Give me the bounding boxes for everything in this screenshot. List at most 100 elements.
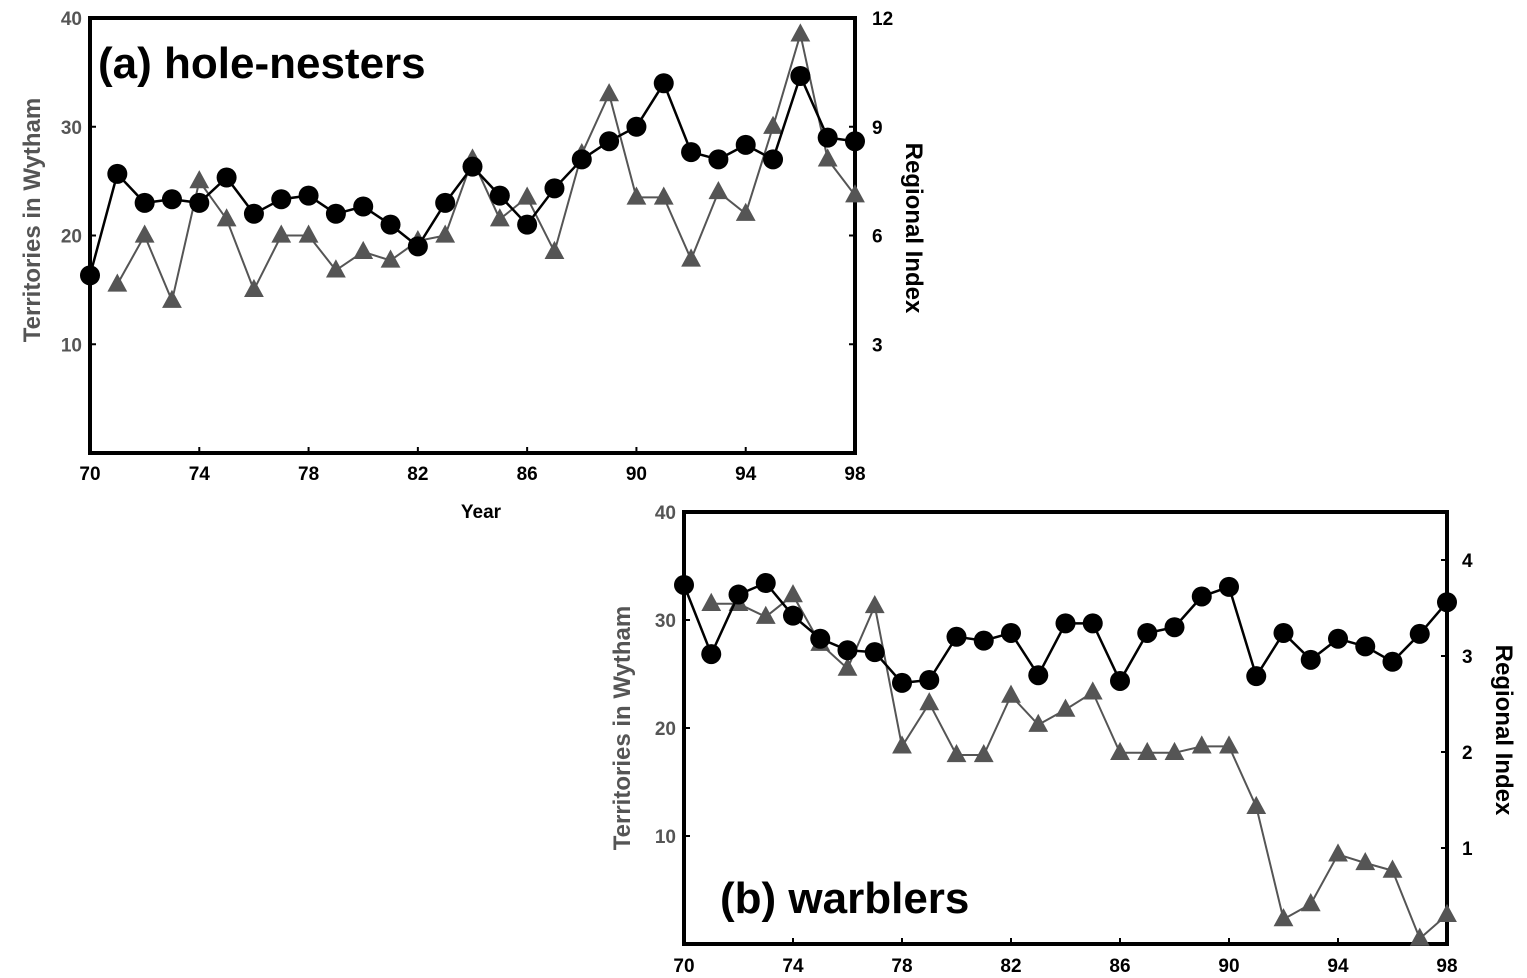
circle-point xyxy=(189,192,210,213)
triangle-point xyxy=(864,594,885,614)
circle-point xyxy=(1328,628,1348,649)
triangle-point xyxy=(1273,908,1294,927)
triangle-point xyxy=(244,278,264,298)
y-right-tick-label: 3 xyxy=(872,335,883,356)
x-tick-label: 94 xyxy=(735,464,757,485)
triangle-point xyxy=(1355,852,1376,871)
circle-point xyxy=(544,178,565,199)
circle-point xyxy=(708,149,729,170)
triangle-point xyxy=(544,240,565,259)
triangle-point xyxy=(708,181,729,200)
circle-point xyxy=(845,131,865,152)
triangle-point xyxy=(517,186,538,205)
y-left-tick-label: 40 xyxy=(61,9,82,30)
circle-point xyxy=(325,203,346,224)
triangle-point xyxy=(162,289,182,308)
y-left-tick-label: 20 xyxy=(655,719,676,740)
x-tick-label: 82 xyxy=(1000,956,1021,977)
y-left-tick-label: 10 xyxy=(61,335,82,356)
y-left-tick-label: 10 xyxy=(655,827,676,848)
circle-point xyxy=(1300,649,1321,670)
circle-point xyxy=(1355,636,1376,657)
circle-point xyxy=(783,605,803,626)
y-right-tick-label: 6 xyxy=(872,227,883,248)
circle-point xyxy=(1082,613,1103,634)
panel-title-b: (b) warblers xyxy=(720,874,969,923)
wytham-line xyxy=(116,34,856,305)
circle-point xyxy=(243,203,264,224)
y-axis-right-title-a: Regional Index xyxy=(900,143,927,314)
circle-point xyxy=(674,574,694,595)
x-tick-label: 90 xyxy=(1218,956,1239,977)
circle-point xyxy=(571,149,592,170)
y-axis-left-b: 10 20 30 40 Territories in Wytham xyxy=(609,503,690,850)
circle-point xyxy=(626,116,647,137)
y-left-tick-label: 30 xyxy=(61,118,82,139)
triangle-point xyxy=(1137,741,1158,760)
triangle-point xyxy=(1382,859,1403,878)
circle-point xyxy=(435,192,456,213)
triangle-point xyxy=(790,23,811,42)
panel-title-a: (a) hole-nesters xyxy=(98,39,426,88)
y-axis-left-title-b: Territories in Wytham xyxy=(609,606,636,851)
y-left-tick-label: 30 xyxy=(655,611,676,632)
series-layer-b xyxy=(674,573,1457,946)
x-tick-label: 90 xyxy=(626,464,647,485)
triangle-point xyxy=(134,224,155,243)
x-tick-label: 98 xyxy=(844,464,865,485)
circle-point xyxy=(489,185,510,206)
x-tick-label: 98 xyxy=(1436,956,1457,977)
circle-point xyxy=(755,573,776,594)
triangle-point xyxy=(837,657,858,676)
y-left-tick-label: 20 xyxy=(61,227,82,248)
triangle-point xyxy=(1082,681,1103,700)
triangle-point xyxy=(1164,741,1185,760)
triangle-point xyxy=(271,224,292,243)
triangle-point xyxy=(1328,843,1348,862)
circle-point xyxy=(407,236,428,257)
y-right-tick-label: 1 xyxy=(1462,839,1473,860)
circle-point xyxy=(1137,622,1158,643)
y-right-tick-label: 2 xyxy=(1462,743,1473,764)
triangle-point xyxy=(817,148,838,167)
circle-point xyxy=(298,185,319,206)
y-right-tick-label: 12 xyxy=(872,9,893,30)
triangle-point xyxy=(489,208,510,227)
triangle-point xyxy=(380,249,401,268)
triangle-point xyxy=(216,208,237,227)
y-axis-right-a: 3 6 9 12 Regional Index xyxy=(849,9,927,356)
x-axis-b: 70 74 78 82 86 90 94 98 xyxy=(673,938,1458,977)
triangle-point xyxy=(599,83,620,102)
circle-point xyxy=(271,189,292,210)
y-right-tick-label: 9 xyxy=(872,118,883,139)
circle-point xyxy=(864,642,885,663)
triangle-point xyxy=(1191,735,1212,754)
triangle-point xyxy=(1300,893,1321,912)
triangle-point xyxy=(325,259,346,278)
circle-point xyxy=(817,127,838,148)
triangle-point xyxy=(735,202,756,221)
circle-point xyxy=(1273,622,1294,643)
circle-point xyxy=(701,644,722,665)
circle-point xyxy=(1110,670,1130,691)
circle-point xyxy=(380,214,401,235)
circle-point xyxy=(1191,586,1212,607)
triangle-point xyxy=(946,744,967,763)
circle-point xyxy=(216,167,237,188)
triangle-point xyxy=(1219,735,1239,754)
circle-point xyxy=(1001,622,1021,643)
triangle-point xyxy=(1110,741,1130,760)
circle-point xyxy=(1409,623,1430,644)
x-tick-label: 86 xyxy=(1109,956,1130,977)
triangle-point xyxy=(298,224,319,243)
circle-point xyxy=(735,134,756,155)
y-axis-left-a: 10 20 30 40 Territories in Wytham xyxy=(19,9,96,356)
x-tick-label: 70 xyxy=(673,956,694,977)
triangle-point xyxy=(973,744,994,763)
x-tick-label: 78 xyxy=(298,464,319,485)
circle-point xyxy=(462,156,483,177)
circle-point xyxy=(161,189,182,210)
triangle-point xyxy=(701,592,722,611)
x-tick-label: 74 xyxy=(782,956,804,977)
